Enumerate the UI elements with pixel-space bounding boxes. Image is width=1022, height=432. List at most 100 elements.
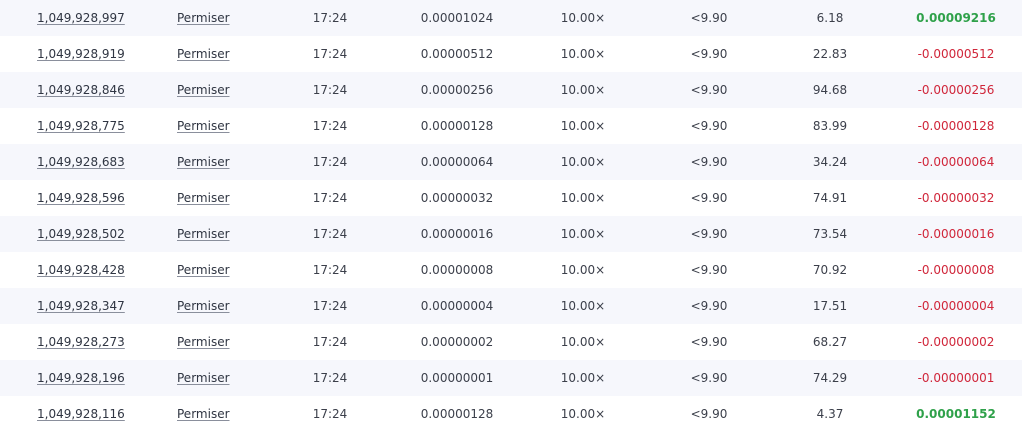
profit-value: -0.00000008 (917, 263, 995, 277)
target-value: <9.90 (690, 155, 728, 169)
username-link[interactable]: Permiser (177, 299, 230, 313)
bet-amount: 0.00000001 (420, 371, 494, 385)
bet-amount: 0.00000128 (420, 407, 494, 421)
username-link[interactable]: Permiser (177, 47, 230, 61)
target-value: <9.90 (690, 11, 728, 25)
bet-amount: 0.00000004 (420, 299, 494, 313)
username-link[interactable]: Permiser (177, 407, 230, 421)
payout-multiplier: 10.00× (560, 47, 606, 61)
username-link[interactable]: Permiser (177, 191, 230, 205)
bet-time: 17:24 (312, 263, 348, 277)
table-row: 1,049,928,502 Permiser 17:24 0.00000016 10.0… (0, 216, 1022, 252)
profit-value: 0.00009216 (916, 11, 996, 25)
bet-id-link[interactable]: 1,049,928,273 (37, 335, 125, 349)
username-link[interactable]: Permiser (177, 227, 230, 241)
roll-result: 6.18 (816, 11, 844, 25)
profit-value: -0.00000064 (917, 155, 995, 169)
target-value: <9.90 (690, 299, 728, 313)
bet-id-link[interactable]: 1,049,928,919 (37, 47, 125, 61)
bet-id-link[interactable]: 1,049,928,683 (37, 155, 125, 169)
table-row: 1,049,928,775 Permiser 17:24 0.00000128 10.0… (0, 108, 1022, 144)
roll-result: 74.29 (812, 371, 848, 385)
payout-multiplier: 10.00× (560, 335, 606, 349)
target-value: <9.90 (690, 83, 728, 97)
username-link[interactable]: Permiser (177, 263, 230, 277)
bet-id-link[interactable]: 1,049,928,347 (37, 299, 125, 313)
table-row: 1,049,928,116 Permiser 17:24 0.00000128 10.0… (0, 396, 1022, 432)
target-value: <9.90 (690, 191, 728, 205)
target-value: <9.90 (690, 47, 728, 61)
bet-amount: 0.00000512 (420, 47, 494, 61)
target-value: <9.90 (690, 371, 728, 385)
table-row: 1,049,928,683 Permiser 17:24 0.00000064 10.0… (0, 144, 1022, 180)
roll-result: 68.27 (812, 335, 848, 349)
table-row: 1,049,928,997 Permiser 17:24 0.00001024 10.0… (0, 0, 1022, 36)
bet-id-link[interactable]: 1,049,928,502 (37, 227, 125, 241)
bet-id-link[interactable]: 1,049,928,116 (37, 407, 125, 421)
table-row: 1,049,928,273 Permiser 17:24 0.00000002 10.0… (0, 324, 1022, 360)
bet-id-link[interactable]: 1,049,928,846 (37, 83, 125, 97)
bet-time: 17:24 (312, 191, 348, 205)
table-row: 1,049,928,428 Permiser 17:24 0.00000008 10.0… (0, 252, 1022, 288)
bet-amount: 0.00000016 (420, 227, 494, 241)
profit-value: 0.00001152 (916, 407, 996, 421)
bet-id-link[interactable]: 1,049,928,428 (37, 263, 125, 277)
payout-multiplier: 10.00× (560, 407, 606, 421)
table-row: 1,049,928,846 Permiser 17:24 0.00000256 10.0… (0, 72, 1022, 108)
roll-result: 70.92 (812, 263, 848, 277)
roll-result: 73.54 (812, 227, 848, 241)
payout-multiplier: 10.00× (560, 119, 606, 133)
bet-time: 17:24 (312, 11, 348, 25)
bet-time: 17:24 (312, 119, 348, 133)
bet-time: 17:24 (312, 47, 348, 61)
table-row: 1,049,928,596 Permiser 17:24 0.00000032 10.0… (0, 180, 1022, 216)
profit-value: -0.00000004 (917, 299, 995, 313)
bet-amount: 0.00001024 (420, 11, 494, 25)
profit-value: -0.00000032 (917, 191, 995, 205)
payout-multiplier: 10.00× (560, 11, 606, 25)
profit-value: -0.00000001 (917, 371, 995, 385)
bet-time: 17:24 (312, 335, 348, 349)
bet-amount: 0.00000064 (420, 155, 494, 169)
profit-value: -0.00000128 (917, 119, 995, 133)
username-link[interactable]: Permiser (177, 335, 230, 349)
payout-multiplier: 10.00× (560, 227, 606, 241)
profit-value: -0.00000512 (917, 47, 995, 61)
username-link[interactable]: Permiser (177, 119, 230, 133)
payout-multiplier: 10.00× (560, 299, 606, 313)
bet-id-link[interactable]: 1,049,928,775 (37, 119, 125, 133)
payout-multiplier: 10.00× (560, 83, 606, 97)
roll-result: 74.91 (812, 191, 848, 205)
bet-id-link[interactable]: 1,049,928,596 (37, 191, 125, 205)
bet-id-link[interactable]: 1,049,928,196 (37, 371, 125, 385)
bet-amount: 0.00000256 (420, 83, 494, 97)
roll-result: 94.68 (812, 83, 848, 97)
target-value: <9.90 (690, 335, 728, 349)
username-link[interactable]: Permiser (177, 155, 230, 169)
username-link[interactable]: Permiser (177, 83, 230, 97)
bet-time: 17:24 (312, 299, 348, 313)
bet-amount: 0.00000008 (420, 263, 494, 277)
target-value: <9.90 (690, 119, 728, 133)
bet-time: 17:24 (312, 371, 348, 385)
table-row: 1,049,928,347 Permiser 17:24 0.00000004 10.0… (0, 288, 1022, 324)
bet-amount: 0.00000032 (420, 191, 494, 205)
profit-value: -0.00000256 (917, 83, 995, 97)
roll-result: 17.51 (812, 299, 848, 313)
bet-id-link[interactable]: 1,049,928,997 (37, 11, 125, 25)
roll-result: 83.99 (812, 119, 848, 133)
username-link[interactable]: Permiser (177, 371, 230, 385)
bet-time: 17:24 (312, 83, 348, 97)
bet-amount: 0.00000002 (420, 335, 494, 349)
table-row: 1,049,928,196 Permiser 17:24 0.00000001 10.0… (0, 360, 1022, 396)
target-value: <9.90 (690, 227, 728, 241)
bet-time: 17:24 (312, 407, 348, 421)
payout-multiplier: 10.00× (560, 371, 606, 385)
bet-time: 17:24 (312, 227, 348, 241)
bet-amount: 0.00000128 (420, 119, 494, 133)
payout-multiplier: 10.00× (560, 155, 606, 169)
payout-multiplier: 10.00× (560, 263, 606, 277)
username-link[interactable]: Permiser (177, 11, 230, 25)
roll-result: 34.24 (812, 155, 848, 169)
